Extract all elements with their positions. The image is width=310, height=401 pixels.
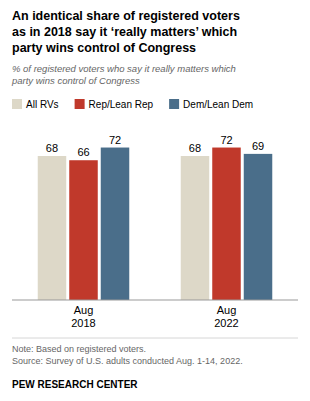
bar <box>101 148 130 300</box>
bar <box>38 156 67 300</box>
data-labels: 68 66 72 68 72 69 <box>46 134 264 159</box>
data-label: 66 <box>77 146 89 158</box>
bar <box>181 156 210 300</box>
title: An identical share of registered votersa… <box>12 9 240 55</box>
data-label: 68 <box>189 142 201 154</box>
separator <box>12 338 298 339</box>
bar <box>244 154 273 300</box>
legend-entry: Dem/Lean Dem <box>183 99 253 110</box>
subtitle: % of registered voters who say it really… <box>11 63 236 86</box>
data-label: 72 <box>220 134 232 146</box>
x-axis-line <box>12 300 298 301</box>
legend-swatch <box>75 99 85 109</box>
legend-swatch <box>169 99 179 109</box>
note: Note: Based on registered voters.Source:… <box>12 344 243 366</box>
bar <box>212 148 241 300</box>
x-tick-label: Aug2018 <box>71 304 95 329</box>
legend: All RVs Rep/Lean Rep Dem/Lean Dem <box>12 99 253 110</box>
bars <box>38 148 273 300</box>
footer: PEW RESEARCH CENTER <box>12 379 138 390</box>
data-label: 72 <box>109 134 121 146</box>
legend-entry: All RVs <box>26 99 59 110</box>
bar <box>69 160 98 300</box>
legend-swatch <box>12 99 22 109</box>
data-label: 69 <box>252 140 264 152</box>
data-label: 68 <box>46 142 58 154</box>
x-tick-label: Aug2022 <box>214 304 238 329</box>
legend-entry: Rep/Lean Rep <box>89 99 154 110</box>
